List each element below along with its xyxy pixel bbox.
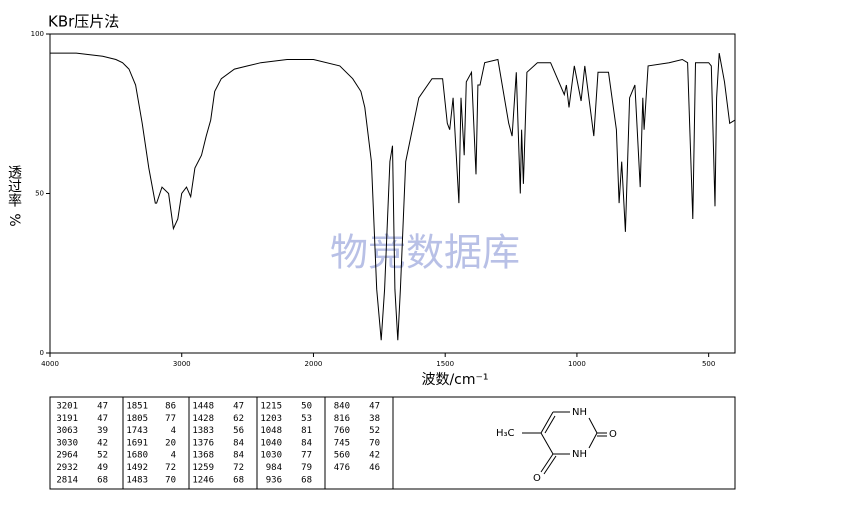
atom-label: NH (572, 449, 587, 460)
x-tick-label: 3000 (173, 360, 191, 368)
peak-transmittance: 49 (97, 463, 108, 473)
peak-wavenumber: 1691 (126, 438, 148, 448)
peak-wavenumber: 1743 (126, 426, 148, 436)
molecule-bonds (522, 411, 607, 475)
peak-wavenumber: 1259 (192, 463, 214, 473)
x-tick-label: 500 (702, 360, 715, 368)
peak-wavenumber: 745 (334, 438, 350, 448)
peak-transmittance: 70 (369, 438, 380, 448)
peak-wavenumber: 3191 (56, 414, 78, 424)
atom-label: NH (572, 407, 587, 418)
peak-wavenumber: 1246 (192, 475, 214, 485)
peak-transmittance: 86 (165, 402, 176, 412)
peak-wavenumber: 1376 (192, 438, 214, 448)
peak-wavenumber: 1448 (192, 402, 214, 412)
peak-wavenumber: 1383 (192, 426, 214, 436)
peak-transmittance: 52 (369, 426, 380, 436)
peak-table-dividers (122, 397, 394, 489)
atom-label: O (609, 429, 617, 440)
bond (540, 453, 554, 473)
peak-transmittance: 47 (233, 402, 244, 412)
peak-transmittance: 52 (97, 451, 108, 461)
peak-transmittance: 68 (233, 475, 244, 485)
peak-wavenumber: 1805 (126, 414, 148, 424)
peak-wavenumber: 936 (266, 475, 282, 485)
x-tick-label: 1000 (568, 360, 586, 368)
peak-wavenumber: 1428 (192, 414, 214, 424)
y-tick-label: 100 (31, 30, 44, 38)
x-tick-label: 4000 (41, 360, 59, 368)
peak-transmittance: 77 (165, 414, 176, 424)
peak-transmittance: 77 (301, 451, 312, 461)
peak-wavenumber: 3030 (56, 438, 78, 448)
peak-wavenumber: 2932 (56, 463, 78, 473)
watermark: 物竞数据库 (330, 231, 520, 275)
peak-transmittance: 70 (165, 475, 176, 485)
peak-transmittance: 39 (97, 426, 108, 436)
peak-wavenumber: 1851 (126, 402, 148, 412)
peak-wavenumber: 476 (334, 463, 350, 473)
peak-wavenumber: 2814 (56, 475, 78, 485)
peak-wavenumber: 1215 (260, 402, 282, 412)
peak-wavenumber: 1492 (126, 463, 148, 473)
peak-transmittance: 42 (369, 451, 380, 461)
peak-transmittance: 46 (369, 463, 380, 473)
y-axis-label: 透过率 (6, 165, 22, 207)
peak-wavenumber: 1040 (260, 438, 282, 448)
y-axis-unit: % (6, 213, 22, 226)
peak-transmittance: 38 (369, 414, 380, 424)
peak-wavenumber: 840 (334, 402, 350, 412)
peak-transmittance: 20 (165, 438, 176, 448)
peak-transmittance: 4 (171, 451, 176, 461)
peak-transmittance: 50 (301, 402, 312, 412)
peak-transmittance: 79 (301, 463, 312, 473)
peak-transmittance: 56 (233, 426, 244, 436)
plot-frame (49, 33, 736, 354)
x-axis-label: 波数/cm⁻¹ (421, 372, 488, 388)
peak-wavenumber: 2964 (56, 451, 78, 461)
y-tick-label: 50 (35, 190, 44, 198)
peak-wavenumber: 984 (266, 463, 282, 473)
peak-transmittance: 47 (97, 414, 108, 424)
peak-transmittance: 47 (369, 402, 380, 412)
spectrum-line (50, 52, 736, 341)
peak-wavenumber: 3201 (56, 402, 78, 412)
peak-transmittance: 84 (233, 451, 244, 461)
peak-wavenumber: 816 (334, 414, 350, 424)
bond (540, 411, 554, 434)
peak-transmittance: 53 (301, 414, 312, 424)
peak-transmittance: 68 (301, 475, 312, 485)
peak-transmittance: 42 (97, 438, 108, 448)
peak-wavenumber: 760 (334, 426, 350, 436)
bond (544, 415, 556, 434)
peak-transmittance: 4 (171, 426, 176, 436)
chart-title: KBr压片法 (48, 13, 119, 31)
peak-transmittance: 68 (97, 475, 108, 485)
bond (588, 432, 598, 449)
peak-wavenumber: 560 (334, 451, 350, 461)
atom-label: H₃C (496, 428, 515, 439)
peak-transmittance: 84 (233, 438, 244, 448)
bond (540, 432, 554, 455)
bond (543, 455, 557, 475)
peak-wavenumber: 1030 (260, 451, 282, 461)
x-tick-label: 1500 (436, 360, 454, 368)
peak-wavenumber: 1368 (192, 451, 214, 461)
peak-transmittance: 47 (97, 402, 108, 412)
y-tick-label: 0 (40, 349, 44, 357)
bond (588, 417, 598, 434)
atom-label: O (533, 473, 541, 484)
peak-wavenumber: 3063 (56, 426, 78, 436)
peak-wavenumber: 1680 (126, 451, 148, 461)
peak-transmittance: 84 (301, 438, 312, 448)
peak-transmittance: 81 (301, 426, 312, 436)
peak-transmittance: 62 (233, 414, 244, 424)
peak-wavenumber: 1483 (126, 475, 148, 485)
x-tick-label: 2000 (305, 360, 323, 368)
peak-wavenumber: 1048 (260, 426, 282, 436)
peak-transmittance: 72 (233, 463, 244, 473)
peak-wavenumber: 1203 (260, 414, 282, 424)
peak-transmittance: 72 (165, 463, 176, 473)
